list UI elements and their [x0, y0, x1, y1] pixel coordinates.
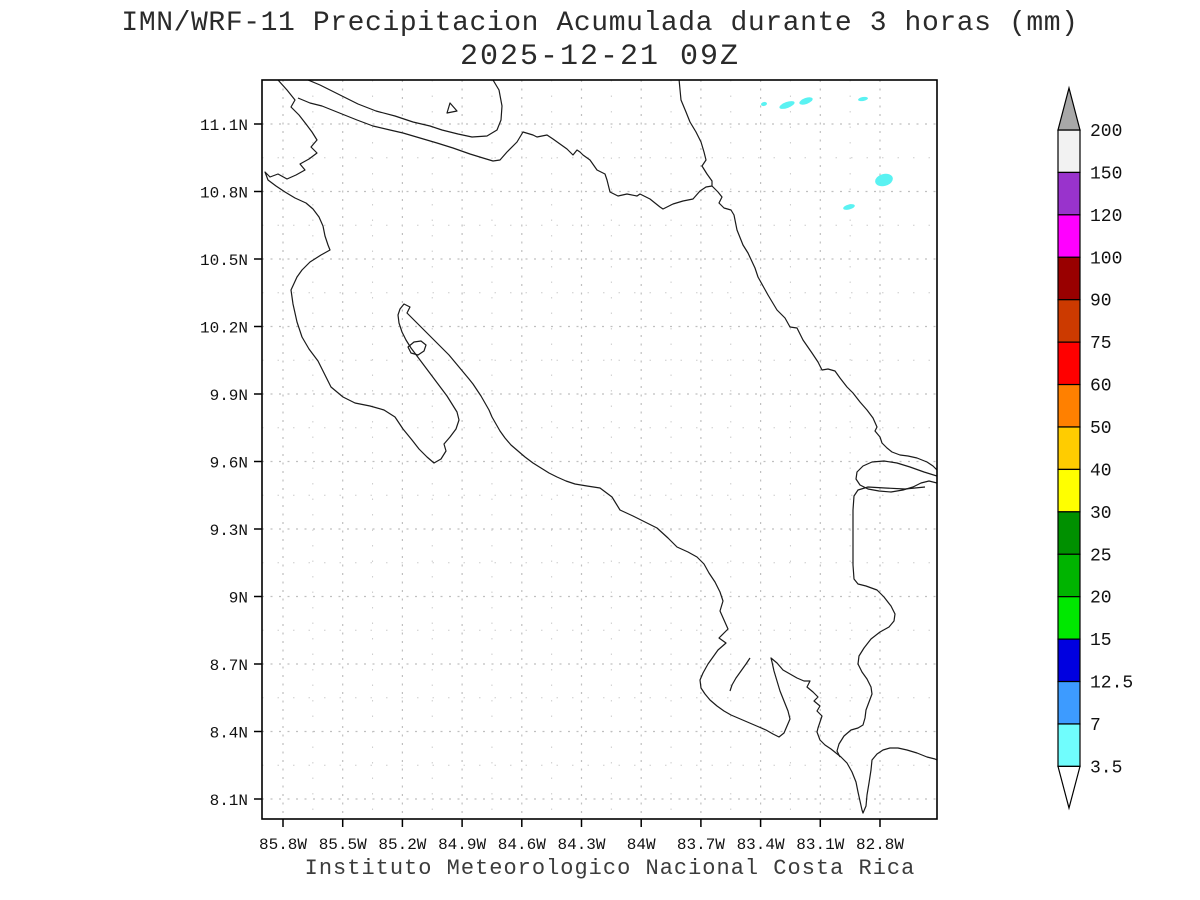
map-frame: [261, 79, 938, 820]
svg-text:11.1N: 11.1N: [200, 117, 248, 135]
colorbar-labels: 200 150 120 100 90 75 60 50 40 30 25 20 15 12.5 7 3.5: [1090, 122, 1133, 778]
svg-text:85.2W: 85.2W: [378, 836, 426, 854]
svg-text:200: 200: [1090, 122, 1122, 142]
svg-text:83.4W: 83.4W: [737, 836, 785, 854]
chart-subtitle-datetime: 2025-12-21 09Z: [459, 40, 741, 74]
precipitation-colorbar: 200 150 120 100 90 75 60 50 40 30 25 20 15 12.5 7 3.5: [1057, 85, 1133, 811]
svg-text:84.3W: 84.3W: [557, 836, 605, 854]
svg-text:84.6W: 84.6W: [498, 836, 546, 854]
svg-text:40: 40: [1090, 461, 1112, 481]
svg-text:10.5N: 10.5N: [200, 252, 248, 270]
svg-text:120: 120: [1090, 207, 1122, 227]
svg-text:9.6N: 9.6N: [210, 455, 248, 473]
svg-text:9N: 9N: [229, 590, 248, 608]
svg-text:83.1W: 83.1W: [796, 836, 844, 854]
svg-text:9.3N: 9.3N: [210, 522, 248, 540]
svg-text:90: 90: [1090, 292, 1112, 312]
chart-title: IMN/WRF-11 Precipitacion Acumulada duran…: [121, 8, 1079, 39]
svg-text:75: 75: [1090, 334, 1112, 354]
svg-text:3.5: 3.5: [1090, 758, 1122, 778]
svg-text:20: 20: [1090, 589, 1112, 609]
svg-text:60: 60: [1090, 377, 1112, 397]
colorbar-boxes: [1057, 129, 1081, 767]
grid-lines: [262, 80, 937, 819]
svg-text:8.4N: 8.4N: [210, 725, 248, 743]
svg-text:50: 50: [1090, 419, 1112, 439]
colorbar-up-arrow: [1057, 85, 1081, 131]
axis-ticks: [254, 123, 881, 827]
svg-text:85.5W: 85.5W: [319, 836, 367, 854]
institution-caption: Instituto Meteorologico Nacional Costa R…: [304, 856, 916, 881]
svg-text:85.8W: 85.8W: [259, 836, 307, 854]
map-plot-area: 85.8W 85.5W 85.2W 84.9W 84.6W 84.3W 84W 83.7W 83…: [200, 79, 938, 854]
svg-text:10.2N: 10.2N: [200, 320, 248, 338]
svg-text:25: 25: [1090, 546, 1112, 566]
svg-text:9.9N: 9.9N: [210, 387, 248, 405]
costa-rica-coastline: [264, 80, 937, 814]
svg-text:12.5: 12.5: [1090, 674, 1133, 694]
svg-text:84W: 84W: [627, 836, 656, 854]
svg-text:15: 15: [1090, 631, 1112, 651]
svg-text:8.1N: 8.1N: [210, 792, 248, 810]
svg-text:84.9W: 84.9W: [438, 836, 486, 854]
svg-text:30: 30: [1090, 504, 1112, 524]
svg-text:8.7N: 8.7N: [210, 657, 248, 675]
axis-labels: 85.8W 85.5W 85.2W 84.9W 84.6W 84.3W 84W 83.7W 83…: [200, 117, 904, 854]
colorbar-down-arrow: [1057, 765, 1081, 811]
svg-text:82.8W: 82.8W: [856, 836, 904, 854]
svg-text:100: 100: [1090, 249, 1122, 269]
svg-text:7: 7: [1090, 716, 1101, 736]
svg-text:150: 150: [1090, 164, 1122, 184]
svg-text:10.8N: 10.8N: [200, 185, 248, 203]
svg-text:83.7W: 83.7W: [677, 836, 725, 854]
